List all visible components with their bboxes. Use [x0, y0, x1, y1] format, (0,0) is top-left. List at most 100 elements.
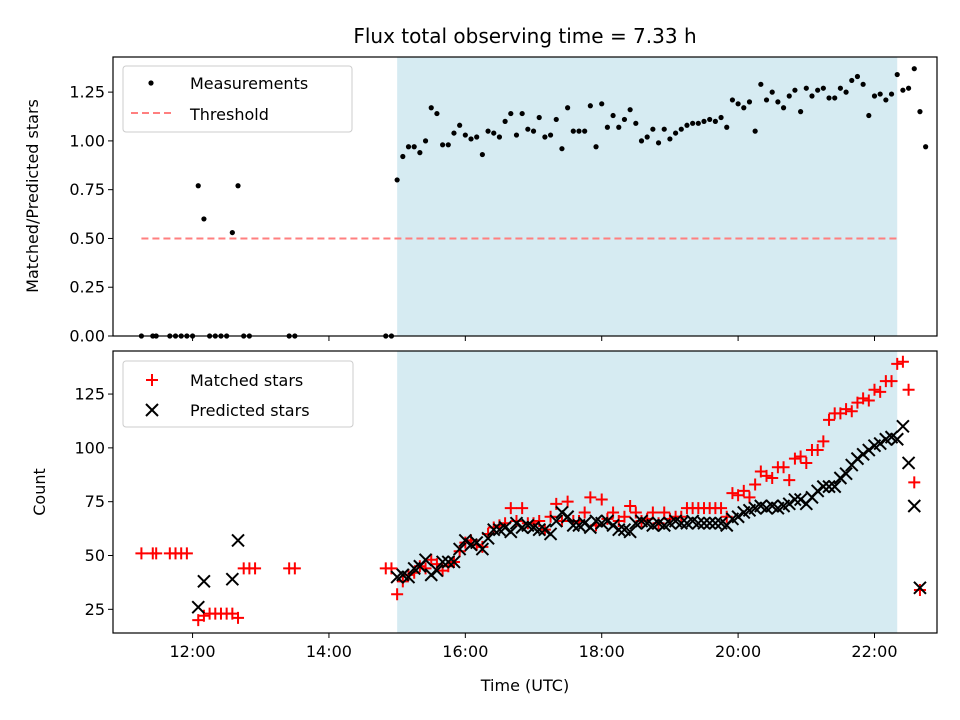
measurements-point	[417, 150, 423, 156]
measurements-point	[559, 146, 565, 152]
predicted-stars-point	[225, 572, 240, 586]
predicted-stars-point	[697, 516, 711, 530]
matched-stars-point	[760, 469, 773, 482]
bottom-highlight-span	[397, 351, 898, 633]
top-y-ticks: 0.00 0.25 0.50 0.75 1.00 1.25	[69, 83, 113, 346]
predicted-stars-point	[702, 516, 717, 530]
predicted-stars-point	[913, 581, 927, 595]
matched-stars-point	[749, 478, 762, 491]
bottom-marks	[135, 355, 927, 627]
series-measurements	[138, 66, 929, 339]
bottom-plot-frame	[112, 350, 938, 634]
measurements-point	[775, 99, 781, 105]
x-tick-label: 18:00	[579, 642, 625, 661]
measurements-point	[434, 110, 440, 117]
measurements-point	[763, 97, 770, 103]
predicted-stars-point	[691, 516, 706, 530]
matched-stars-point	[743, 491, 756, 504]
measurements-point	[718, 114, 724, 121]
y-tick-label: 25	[85, 600, 105, 619]
matched-stars-point	[288, 562, 301, 575]
measurements-point	[485, 128, 491, 134]
predicted-stars-point	[418, 553, 433, 567]
predicted-stars-point	[907, 499, 921, 513]
predicted-stars-point	[532, 522, 546, 537]
x-tick-label: 14:00	[306, 642, 352, 661]
measurements-point	[650, 126, 656, 132]
bottom-legend-box	[122, 360, 354, 428]
legend-label-measurements: Measurements	[190, 74, 308, 93]
bottom-panel: 25 50 75 100 125 12:00 14:00 16:00 18:00 20:00 22…	[30, 350, 938, 695]
predicted-stars-point	[487, 522, 501, 537]
measurements-point	[894, 71, 900, 78]
top-y-axis-label: Matched/Predicted stars	[23, 99, 42, 293]
matched-stars-point	[794, 450, 807, 463]
measurements-point	[888, 91, 895, 97]
measurements-point	[707, 116, 713, 123]
measurements-point	[815, 87, 821, 93]
y-tick-label: 125	[74, 385, 105, 404]
measurements-point	[633, 120, 639, 126]
y-tick-label: 0.50	[69, 229, 105, 248]
matched-stars-point	[180, 547, 193, 560]
measurements-point	[411, 144, 417, 150]
predicted-stars-point	[708, 516, 723, 530]
top-highlight-span	[397, 57, 898, 336]
y-tick-label: 0.75	[69, 180, 105, 199]
matched-stars-point	[896, 355, 909, 368]
measurements-point	[769, 89, 775, 95]
measurements-point	[917, 109, 923, 115]
matched-stars-point	[135, 547, 148, 560]
bottom-x-ticks: 12:00 14:00 16:00 18:00 20:00 22:00	[170, 633, 898, 661]
predicted-stars-point	[191, 600, 205, 614]
matched-stars-point	[788, 452, 801, 465]
matched-stars-point	[908, 476, 921, 489]
predicted-stars-point	[543, 527, 558, 541]
matched-stars-point	[646, 506, 659, 519]
x-axis-label: Time (UTC)	[480, 676, 569, 695]
measurements-point	[627, 107, 633, 113]
predicted-stars-point	[430, 563, 444, 578]
predicted-stars-point	[901, 456, 916, 470]
measurements-point	[644, 134, 650, 140]
matched-stars-point	[624, 499, 637, 512]
measurements-point	[235, 183, 241, 189]
measurements-point	[519, 110, 525, 117]
matched-stars-point	[874, 385, 887, 398]
predicted-stars-point	[612, 522, 626, 537]
measurements-point	[468, 136, 474, 142]
y-tick-label: 1.25	[69, 83, 105, 102]
matched-stars-point	[726, 487, 739, 500]
measurements-point	[690, 120, 696, 126]
measurements-point	[695, 120, 701, 126]
matched-stars-point	[811, 444, 824, 457]
measurements-point	[746, 99, 753, 105]
predicted-stars-point	[560, 510, 575, 524]
measurements-point	[536, 114, 542, 121]
measurements-point	[871, 93, 878, 99]
y-tick-label: 1.00	[69, 131, 105, 150]
predicted-stars-point	[828, 479, 842, 494]
measurements-point	[792, 87, 798, 93]
measurements-point	[803, 85, 809, 91]
measurements-point	[672, 130, 679, 136]
measurements-point	[604, 124, 611, 130]
y-tick-label: 0.00	[69, 327, 105, 346]
measurements-point	[638, 138, 645, 144]
measurements-point	[798, 109, 804, 115]
matched-stars-point	[817, 435, 830, 448]
matched-stars-point	[658, 506, 671, 519]
measurements-point	[474, 134, 480, 140]
measurements-point	[877, 91, 883, 97]
legend-marker-predicted-stars	[145, 403, 159, 417]
measurements-point	[724, 124, 730, 130]
series-matched-stars	[135, 355, 926, 627]
predicted-stars-point	[788, 492, 802, 507]
measurements-point	[565, 105, 571, 111]
matched-stars-point	[902, 383, 915, 396]
predicted-stars-point	[896, 419, 910, 434]
measurements-point	[496, 134, 503, 140]
matched-stars-point	[150, 547, 163, 560]
matched-stars-point	[504, 502, 517, 515]
matched-stars-point	[783, 474, 796, 487]
